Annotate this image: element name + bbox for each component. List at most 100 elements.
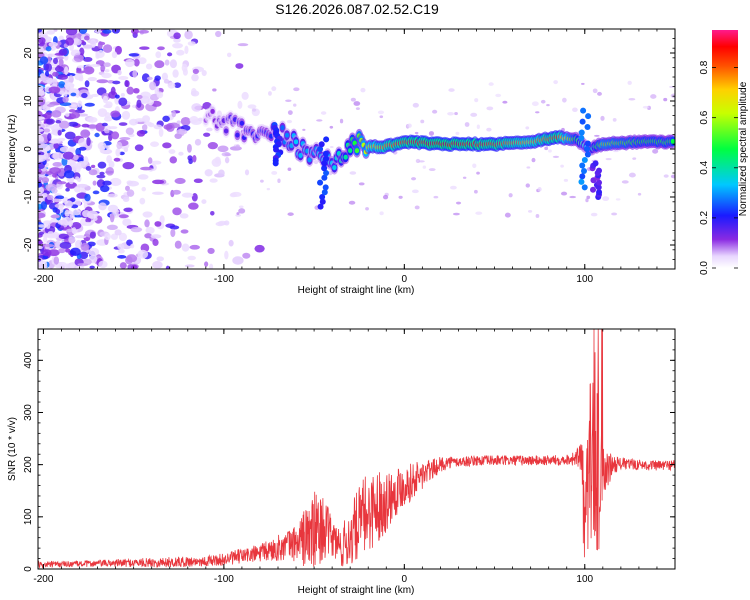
noise-blob — [169, 156, 177, 164]
carrier-core — [284, 132, 290, 138]
noise-blob — [537, 187, 542, 192]
spread-blob — [596, 179, 603, 186]
noise-blob — [486, 127, 492, 132]
noise-blob — [100, 185, 110, 193]
noise-blob — [190, 90, 200, 97]
noise-blob — [111, 51, 118, 59]
noise-blob — [84, 35, 90, 41]
spectrogram-x-tick-label: -100 — [214, 274, 234, 285]
spread-blob — [323, 170, 330, 176]
spread-blob — [580, 167, 587, 174]
noise-blob — [99, 171, 105, 176]
noise-blob — [84, 80, 90, 88]
carrier-core — [332, 165, 337, 171]
noise-blob — [590, 212, 598, 217]
noise-blob — [75, 70, 85, 74]
noise-blob — [349, 171, 357, 175]
noise-blob — [156, 91, 164, 99]
noise-blob — [43, 236, 48, 243]
noise-blob — [201, 199, 207, 204]
noise-blob — [48, 86, 61, 94]
noise-blob — [76, 161, 87, 168]
noise-blob — [90, 93, 99, 98]
noise-blob — [64, 66, 69, 76]
noise-blob — [78, 137, 87, 147]
noise-blob — [169, 225, 180, 230]
noise-blob — [615, 198, 621, 201]
noise-blob — [169, 59, 177, 69]
noise-blob — [525, 183, 530, 188]
colorbar-ticks: 0.0 0.2 0.4 0.6 0.8 — [699, 60, 738, 275]
noise-blob — [172, 69, 179, 78]
noise-blob — [58, 233, 69, 240]
noise-blob — [94, 29, 103, 34]
noise-blob — [57, 137, 66, 142]
noise-blob — [418, 160, 425, 163]
noise-blob — [62, 151, 74, 160]
noise-blob — [560, 191, 568, 196]
noise-blob — [119, 151, 125, 156]
carrier-core — [235, 132, 240, 138]
noise-blob — [108, 126, 118, 130]
noise-blob — [398, 195, 403, 199]
noise-blob — [204, 169, 213, 177]
noise-blob — [184, 264, 195, 268]
noise-blob — [145, 226, 155, 234]
spectrogram-y-tick-label: 10 — [23, 95, 34, 107]
noise-blob — [191, 73, 199, 82]
snr-x-tick-label: -100 — [214, 574, 234, 585]
noise-blob — [358, 182, 365, 186]
noise-blob — [50, 214, 60, 219]
noise-blob — [581, 82, 585, 85]
noise-blob — [55, 208, 61, 215]
noise-blob — [271, 170, 278, 175]
noise-blob — [46, 30, 56, 35]
noise-blob — [171, 110, 177, 118]
noise-blob — [75, 176, 80, 181]
noise-blob — [130, 243, 135, 249]
noise-blob — [53, 29, 58, 32]
noise-blob — [84, 193, 91, 202]
noise-blob — [163, 124, 173, 130]
noise-blob — [553, 80, 558, 85]
noise-blob — [72, 209, 81, 216]
noise-blob — [54, 66, 64, 73]
noise-blob — [88, 169, 98, 176]
noise-blob — [585, 198, 589, 203]
noise-blob — [102, 180, 112, 186]
noise-blob — [254, 244, 265, 253]
noise-blob — [191, 103, 202, 112]
noise-blob — [105, 167, 115, 176]
noise-blob — [217, 145, 229, 153]
noise-blob — [52, 162, 63, 167]
noise-blob — [55, 56, 64, 60]
noise-blob — [224, 153, 232, 157]
noise-blob — [236, 212, 240, 215]
noise-blob — [353, 101, 361, 106]
noise-blob — [552, 155, 560, 158]
noise-blob — [79, 251, 89, 260]
noise-blob — [173, 38, 181, 43]
colorbar-tick-label: 0.6 — [699, 110, 710, 124]
noise-blob — [47, 231, 54, 236]
spread-blob — [579, 118, 586, 125]
noise-blob — [116, 141, 123, 150]
noise-blob — [251, 108, 257, 112]
noise-blob — [163, 79, 170, 84]
noise-blob — [38, 239, 43, 245]
noise-blob — [114, 229, 122, 236]
noise-blob — [586, 195, 591, 200]
noise-blob — [122, 218, 132, 227]
noise-blob — [470, 112, 478, 117]
noise-blob — [224, 250, 229, 260]
spread-blob — [321, 160, 328, 167]
noise-blob — [73, 54, 84, 62]
noise-blob — [64, 131, 76, 140]
noise-blob — [161, 72, 169, 81]
noise-blob — [377, 110, 385, 115]
noise-blob — [94, 132, 100, 138]
noise-blob — [382, 194, 389, 200]
spread-blob — [321, 165, 328, 172]
noise-blob — [64, 200, 73, 208]
spread-blob — [584, 124, 591, 131]
